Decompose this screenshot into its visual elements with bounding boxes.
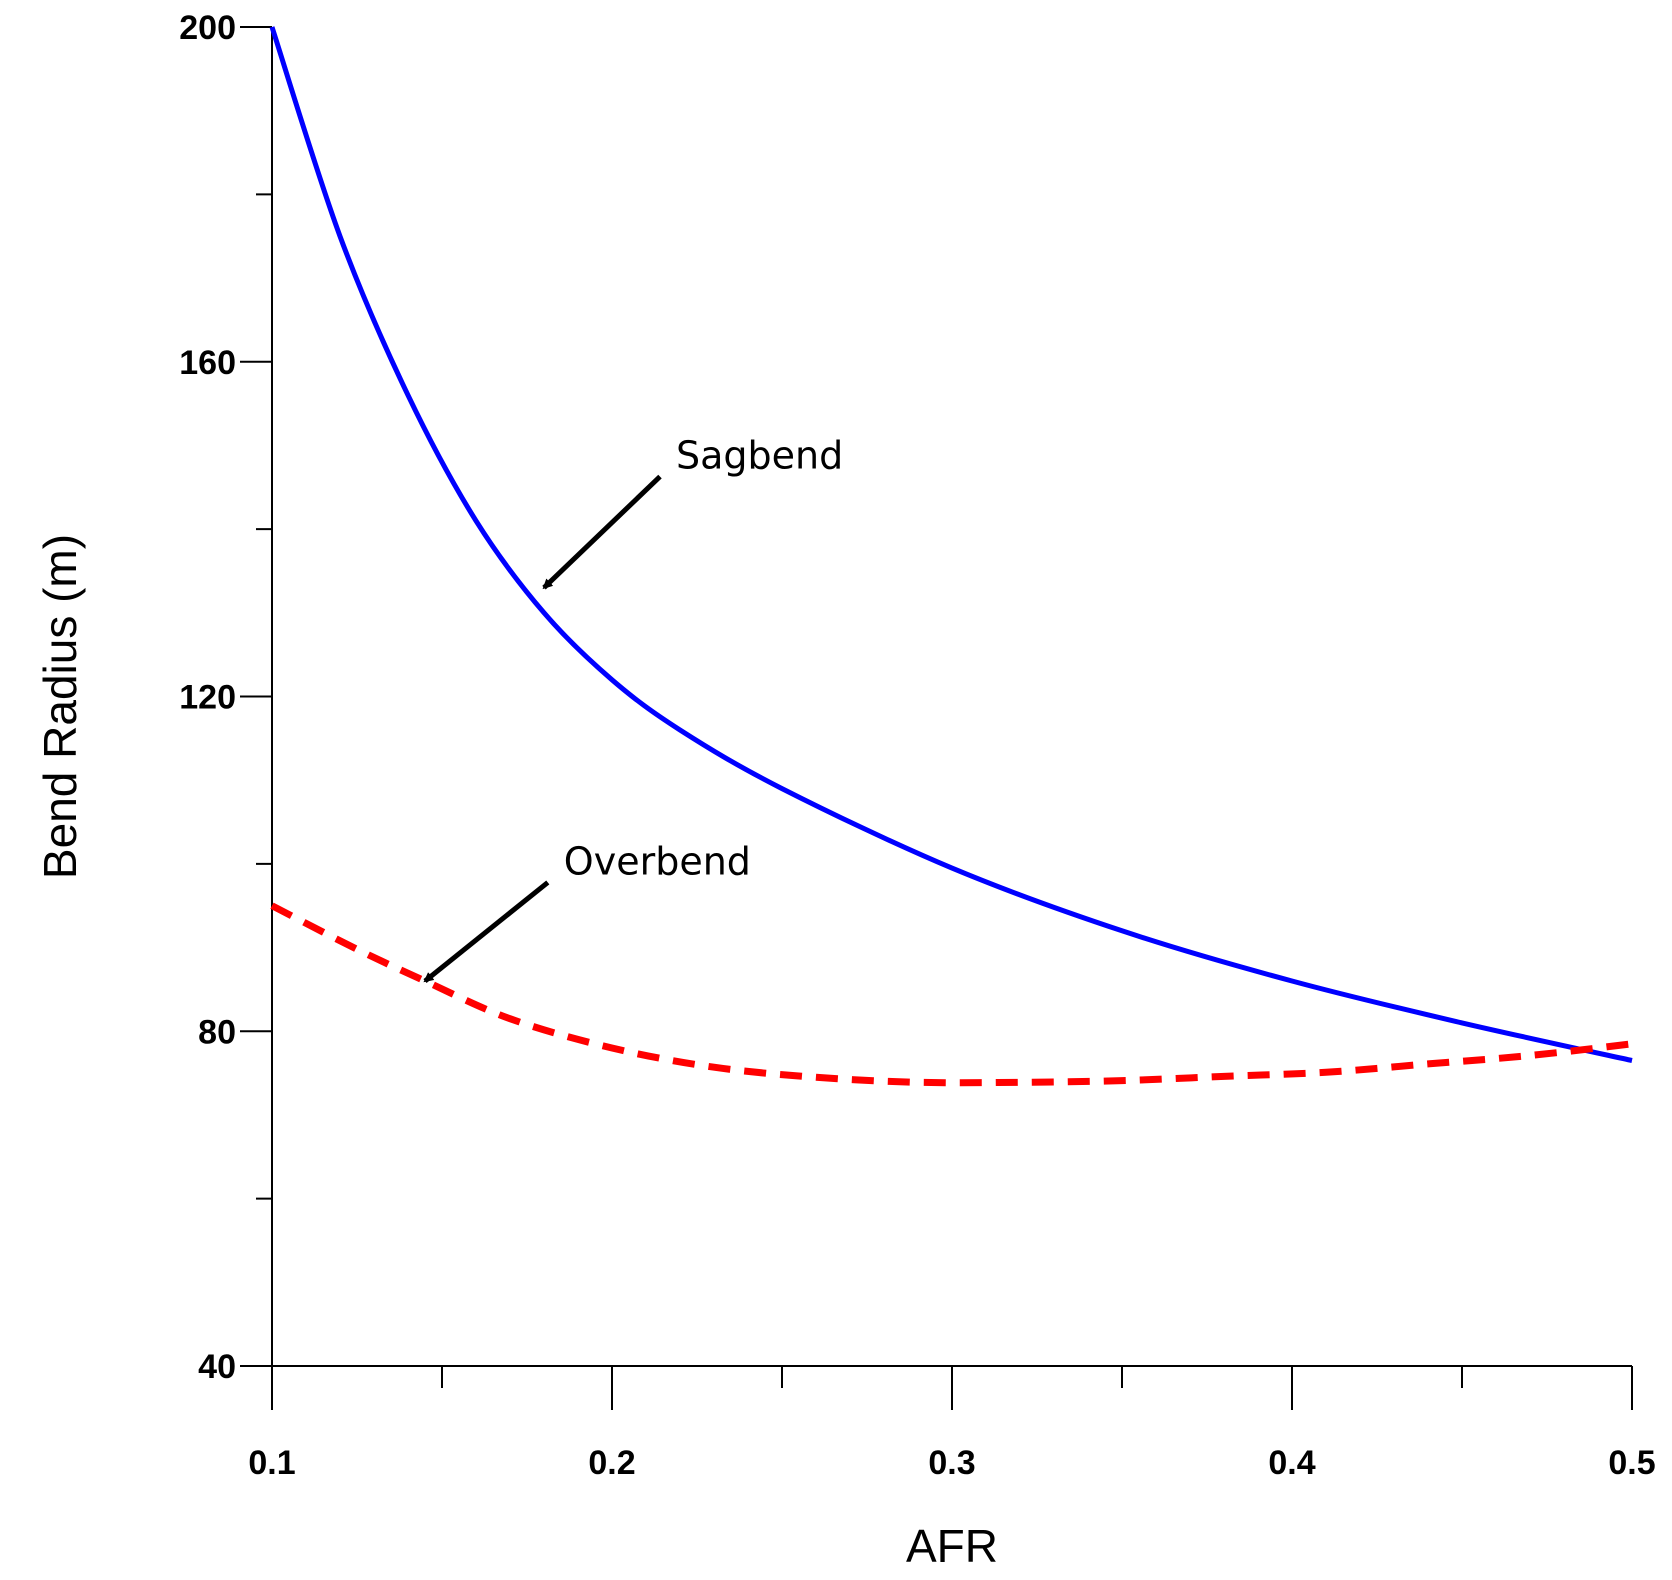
y-tick-label: 200 [179,9,236,47]
x-axis-title: AFR [906,1520,998,1572]
x-tick-label: 0.1 [248,1444,295,1482]
series-line-sagbend [269,26,1633,1063]
annotation-layer: Sagbend Overbend [423,434,843,983]
annotation-label-sagbend: Sagbend [676,434,843,478]
x-tick-label: 0.5 [1608,1444,1655,1482]
x-tick-label: 0.3 [928,1444,975,1482]
series-layer [269,26,1633,1087]
y-tick-label: 80 [198,1013,236,1051]
y-axis-title: Bend Radius (m) [34,534,86,879]
x-tick-label: 0.4 [1268,1444,1315,1482]
y-tick-label: 40 [198,1348,236,1386]
axes: 40 80 120 160 200 0.1 0.2 0.3 0.4 0.5 [179,9,1655,1482]
x-tick-label: 0.2 [588,1444,635,1482]
y-tick-label: 160 [179,344,236,382]
y-tick-label: 120 [179,679,236,717]
annotation-arrow [542,474,662,590]
series-line-overbend [270,902,1633,1087]
annotation-label-overbend: Overbend [564,839,751,883]
annotation-arrow [423,880,550,983]
